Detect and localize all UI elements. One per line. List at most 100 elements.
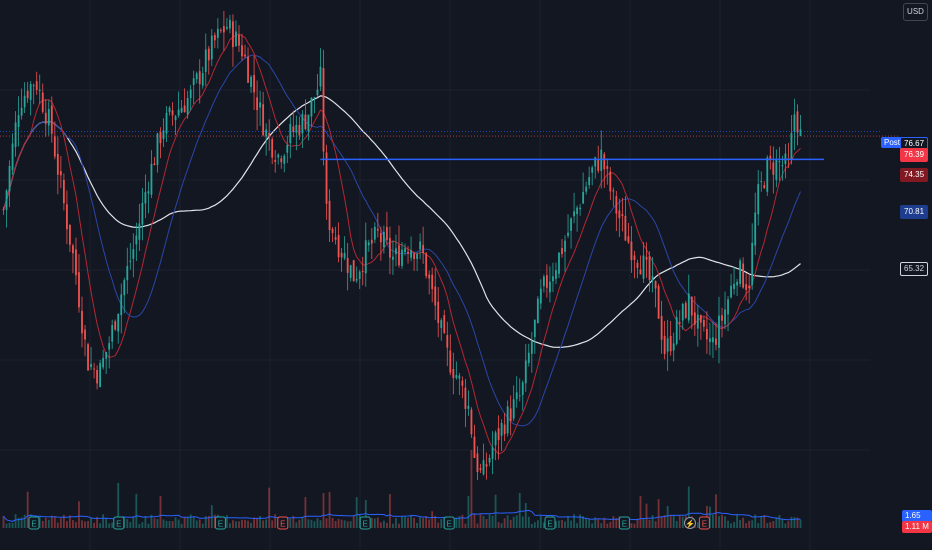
- candle-body: [721, 315, 723, 321]
- candle-body: [198, 71, 201, 85]
- candle-body: [207, 48, 210, 61]
- volume-bar: [715, 494, 717, 528]
- candle-body: [132, 249, 135, 259]
- candle-body: [506, 406, 509, 434]
- candle-body: [316, 89, 319, 96]
- candle-body: [648, 256, 651, 280]
- volume-bar: [491, 515, 494, 528]
- volume-bar: [38, 515, 41, 528]
- candle-body: [479, 468, 482, 471]
- volume-bar: [579, 514, 582, 528]
- event-marker[interactable]: E: [113, 516, 125, 530]
- volume-bar: [201, 523, 204, 528]
- volume-bar: [766, 523, 769, 528]
- candle-body: [398, 245, 400, 266]
- volume-bar: [588, 518, 591, 528]
- volume-bar: [440, 519, 443, 528]
- volume-bar: [207, 515, 210, 528]
- earnings-icon: [214, 516, 226, 530]
- volume-bar: [340, 519, 343, 528]
- volume-bar: [799, 519, 802, 528]
- volume-bar: [739, 519, 742, 528]
- candle-body: [159, 131, 162, 144]
- candle-body: [26, 90, 29, 99]
- candle-body: [687, 293, 690, 321]
- event-marker[interactable]: E: [214, 516, 226, 530]
- volume-bar: [660, 516, 663, 528]
- candle-body: [515, 392, 518, 400]
- event-marker[interactable]: E: [544, 516, 556, 530]
- volume-bar: [141, 522, 144, 528]
- volume-bar: [132, 516, 135, 528]
- volume-bar: [102, 514, 105, 528]
- volume-bar: [591, 523, 594, 528]
- candle-body: [678, 322, 681, 324]
- volume-bar: [428, 519, 431, 528]
- event-markers[interactable]: E E E E E E E E ⚡ E: [28, 516, 710, 530]
- volume-bar: [17, 517, 20, 528]
- candle-body: [600, 149, 603, 171]
- candle-body: [90, 363, 92, 368]
- candle-body: [482, 460, 485, 475]
- event-marker[interactable]: E: [277, 516, 289, 530]
- price-tag-ma-mid: 70.81: [900, 205, 929, 219]
- candle-body: [530, 341, 533, 354]
- volume-bar: [262, 520, 265, 528]
- volume-bar: [186, 517, 189, 528]
- volume-bar: [600, 523, 603, 528]
- candle-body: [458, 375, 461, 379]
- candle-body: [657, 285, 660, 319]
- candle-body: [232, 21, 234, 48]
- volume-bar: [515, 515, 518, 528]
- candle-body: [781, 165, 784, 167]
- event-marker[interactable]: E: [28, 516, 40, 530]
- volume-bar: [90, 517, 92, 528]
- candle-body: [216, 28, 219, 38]
- candle-body: [8, 165, 11, 192]
- candle-body: [59, 171, 62, 176]
- candle-body: [434, 286, 437, 306]
- volume-bar: [757, 523, 760, 528]
- currency-button[interactable]: USD: [903, 3, 928, 21]
- volume-bar: [407, 517, 409, 528]
- candle-body: [470, 409, 473, 435]
- candle-body: [681, 303, 684, 321]
- candle-body: [352, 260, 355, 282]
- candle-body: [718, 315, 720, 348]
- volume-bar: [183, 517, 186, 528]
- volume-bar: [370, 518, 373, 528]
- candle-body: [69, 224, 71, 245]
- event-marker[interactable]: ⚡: [684, 517, 696, 529]
- volume-bar: [721, 514, 723, 528]
- volume-bar: [509, 519, 512, 528]
- volume-bar: [316, 518, 319, 528]
- volume-bar: [709, 506, 711, 528]
- candle-body: [141, 202, 144, 225]
- candle-body: [775, 159, 778, 180]
- volume-bar: [11, 522, 14, 528]
- volume-bar: [633, 523, 636, 528]
- event-marker[interactable]: E: [698, 516, 710, 530]
- volume-bar: [648, 519, 651, 528]
- volume-bar: [147, 523, 150, 528]
- candle-body: [304, 114, 307, 130]
- volume-bar: [636, 518, 639, 528]
- candle-body: [793, 114, 796, 132]
- candle-body: [111, 325, 114, 342]
- candle-body: [739, 260, 742, 284]
- volume-bar: [8, 522, 11, 528]
- event-marker[interactable]: E: [618, 516, 630, 530]
- candle-body: [343, 253, 346, 259]
- volume-bar: [14, 514, 17, 528]
- earnings-icon: [698, 516, 710, 530]
- candle-body: [373, 226, 376, 240]
- event-marker[interactable]: E: [359, 516, 371, 530]
- volume-bar: [111, 522, 114, 528]
- candle-body: [410, 250, 412, 258]
- event-marker[interactable]: E: [443, 516, 455, 530]
- candle-body: [117, 313, 120, 332]
- earnings-icon: [618, 516, 630, 530]
- volume-bar: [96, 516, 98, 528]
- candle-body: [500, 422, 503, 436]
